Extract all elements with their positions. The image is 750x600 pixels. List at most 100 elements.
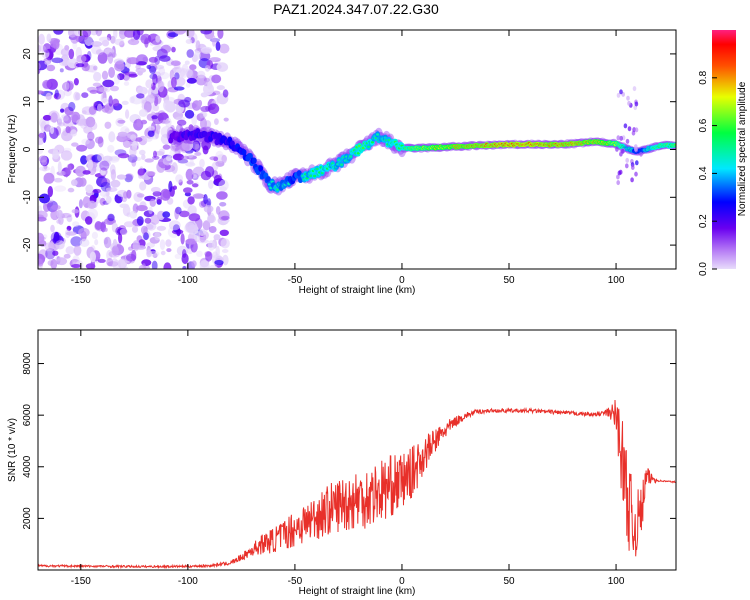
noise-cell — [187, 196, 195, 205]
noise-cell — [144, 158, 154, 163]
noise-cell — [140, 225, 148, 235]
x-tick-label: 0 — [399, 576, 405, 587]
noise-cell — [181, 139, 194, 151]
ridge-core — [313, 174, 317, 178]
noise-cell — [201, 48, 212, 54]
noise-cell — [152, 73, 158, 86]
noise-cell — [132, 240, 140, 251]
noise-cell — [188, 213, 201, 222]
ridge-cell — [265, 176, 271, 183]
noise-cell — [101, 70, 109, 80]
y-tick-label: 10 — [22, 96, 33, 108]
noise-cell — [168, 220, 181, 231]
noise-cell — [66, 80, 71, 92]
noise-cell — [99, 197, 106, 206]
noise-cell — [631, 165, 635, 170]
noise-cell — [92, 188, 102, 194]
noise-cell — [616, 174, 620, 180]
noise-cell — [185, 221, 198, 233]
noise-cell — [73, 78, 79, 86]
noise-cell — [71, 179, 78, 187]
noise-cell — [220, 238, 230, 249]
noise-cell — [117, 189, 128, 197]
noise-cell — [71, 209, 80, 214]
noise-cell — [194, 50, 201, 60]
noise-cell — [111, 98, 120, 107]
noise-cell — [114, 38, 125, 46]
snr-panel: -150 -100 -50 0 50 100 2000 4000 6000 8000 Height… — [7, 329, 677, 597]
noise-cell — [38, 62, 41, 70]
noise-cell — [144, 217, 152, 224]
noise-cell — [184, 109, 195, 119]
noise-cell — [43, 172, 55, 184]
noise-cell — [67, 187, 75, 193]
y-axis-label: Frequency (Hz) — [7, 115, 18, 184]
ridge-cell — [217, 132, 223, 140]
y-tick-label: 2000 — [22, 507, 33, 530]
noise-cell — [88, 106, 97, 115]
x-tick-label: 50 — [503, 275, 515, 286]
noise-cell — [53, 231, 60, 243]
colorbar-tick-label: 0.2 — [698, 214, 709, 228]
noise-cell — [178, 210, 190, 218]
noise-cell — [208, 103, 220, 114]
x-tick-label: -150 — [71, 275, 91, 286]
noise-cell — [194, 143, 201, 152]
noise-cell — [85, 116, 96, 128]
noise-cell — [97, 258, 106, 263]
noise-cell — [89, 89, 98, 94]
noise-cell — [181, 253, 189, 265]
noise-cell — [117, 119, 126, 124]
noise-cell — [176, 124, 183, 134]
noise-cell — [626, 95, 630, 101]
noise-cell — [45, 92, 52, 100]
noise-cell — [153, 150, 157, 158]
noise-cell — [207, 212, 215, 224]
noise-cell — [103, 236, 112, 249]
noise-cell — [178, 99, 191, 108]
noise-cell — [157, 110, 166, 118]
noise-cell — [142, 56, 148, 62]
noise-cell — [152, 191, 162, 197]
noise-cell — [136, 93, 145, 99]
noise-cell — [222, 254, 229, 266]
noise-cell — [42, 43, 52, 53]
noise-cell — [57, 117, 63, 127]
noise-cell — [82, 170, 91, 175]
noise-cell — [145, 171, 156, 176]
noise-cell — [68, 101, 76, 112]
noise-cell — [167, 32, 179, 38]
noise-cell — [42, 114, 52, 121]
noise-cell — [185, 162, 196, 167]
noise-cell — [101, 160, 111, 167]
noise-cell — [205, 251, 213, 262]
noise-cell — [54, 89, 59, 98]
noise-cell — [623, 123, 628, 129]
noise-cell — [57, 161, 62, 174]
noise-cell — [132, 30, 141, 40]
noise-cell — [53, 30, 64, 35]
noise-cell — [95, 136, 104, 144]
noise-cell — [60, 150, 73, 161]
noise-cell — [163, 99, 172, 111]
noise-cell — [50, 40, 60, 48]
noise-cell — [68, 48, 75, 60]
ridge-core — [387, 138, 391, 142]
noise-cell — [175, 67, 186, 79]
noise-cell — [151, 260, 158, 269]
noise-cell — [195, 40, 201, 51]
noise-cell — [618, 169, 623, 175]
noise-cell — [65, 246, 75, 255]
noise-cell — [174, 72, 180, 80]
noise-cell — [117, 73, 125, 81]
noise-cell — [38, 258, 44, 267]
noise-cell — [634, 146, 638, 152]
noise-cell — [50, 112, 58, 123]
noise-cell — [55, 240, 65, 250]
noise-cell — [207, 81, 213, 90]
y-axis-label: SNR (10 * v/v) — [7, 418, 18, 482]
noise-cell — [75, 92, 81, 101]
ridge-cell — [241, 149, 247, 156]
